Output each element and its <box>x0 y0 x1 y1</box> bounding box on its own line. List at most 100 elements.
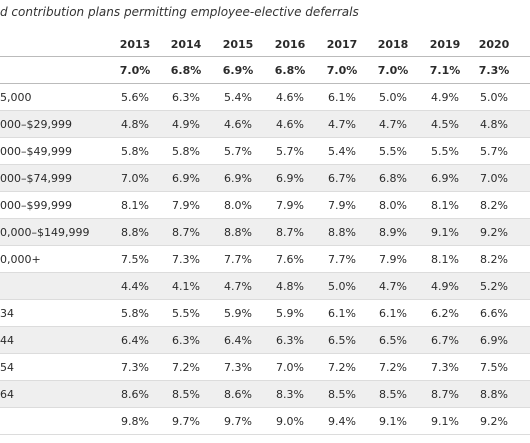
table-row: 000–$49,999 5.8% 5.8% 5.7% 5.7% 5.4% 5.5% 5.5% 5… <box>0 138 530 165</box>
cell: 8.6% <box>224 388 252 401</box>
cell: 7.0% <box>121 172 149 185</box>
cell: 6.3% <box>172 334 200 347</box>
cell: 9.4% <box>328 415 356 428</box>
cell: 7.0% <box>119 64 151 77</box>
cell: 4.9% <box>431 91 459 104</box>
cell: 4.8% <box>276 280 304 293</box>
cell: 6.9% <box>431 172 459 185</box>
cell: 6.4% <box>224 334 252 347</box>
cell: 7.9% <box>172 199 200 212</box>
cell: 5.0% <box>480 91 508 104</box>
cell: 9.2% <box>480 226 508 239</box>
table-row: 000–$29,999 4.8% 4.9% 4.6% 4.6% 4.7% 4.7% 4.5% 4… <box>0 111 530 138</box>
year: 2020 <box>478 38 510 51</box>
cell: 7.0% <box>377 64 409 77</box>
row-label: 64 <box>0 388 14 401</box>
cell: 7.7% <box>224 253 252 266</box>
cell: 8.9% <box>379 226 407 239</box>
cell: 7.3% <box>478 64 510 77</box>
cell: 8.8% <box>328 226 356 239</box>
cell: 8.7% <box>276 226 304 239</box>
cell: 4.7% <box>328 118 356 131</box>
cell: 7.9% <box>276 199 304 212</box>
cell: 5.7% <box>224 145 252 158</box>
year: 2014 <box>170 38 202 51</box>
cell: 8.5% <box>328 388 356 401</box>
year: 2015 <box>222 38 254 51</box>
cell: 6.6% <box>480 307 508 320</box>
table-row: 000–$74,999 7.0% 6.9% 6.9% 6.9% 6.7% 6.8% 6.9% 7… <box>0 165 530 192</box>
cell: 6.1% <box>328 307 356 320</box>
cell: 5.4% <box>224 91 252 104</box>
table-row: 0,000–$149,999 8.8% 8.7% 8.8% 8.7% 8.8% 8.9% 9.… <box>0 219 530 246</box>
cell: 8.8% <box>121 226 149 239</box>
row-label: 44 <box>0 334 14 347</box>
cell: 4.9% <box>172 118 200 131</box>
row-label: 5,000 <box>0 91 32 104</box>
table-row: 4.4% 4.1% 4.7% 4.8% 5.0% 4.7% 4.9% 5.2% <box>0 273 530 300</box>
cell: 5.7% <box>276 145 304 158</box>
cell: 5.0% <box>379 91 407 104</box>
cell: 8.1% <box>121 199 149 212</box>
cell: 4.4% <box>121 280 149 293</box>
table-row: 5,000 5.6% 6.3% 5.4% 4.6% 6.1% 5.0% 4.9% 5.0% <box>0 84 530 111</box>
cell: 5.8% <box>121 307 149 320</box>
row-label: 000–$49,999 <box>0 145 72 158</box>
cell: 5.4% <box>328 145 356 158</box>
cell: 6.9% <box>222 64 254 77</box>
cell: 8.8% <box>480 388 508 401</box>
cell: 6.7% <box>431 334 459 347</box>
cell: 7.6% <box>276 253 304 266</box>
cell: 6.8% <box>170 64 202 77</box>
cell: 8.1% <box>431 199 459 212</box>
cell: 8.7% <box>431 388 459 401</box>
cell: 9.7% <box>172 415 200 428</box>
cell: 8.3% <box>276 388 304 401</box>
cell: 7.1% <box>429 64 461 77</box>
cell: 5.0% <box>328 280 356 293</box>
cell: 7.0% <box>480 172 508 185</box>
cell: 8.2% <box>480 199 508 212</box>
cell: 6.3% <box>172 91 200 104</box>
cell: 5.5% <box>379 145 407 158</box>
cell: 4.8% <box>121 118 149 131</box>
cell: 5.8% <box>121 145 149 158</box>
year: 2017 <box>326 38 358 51</box>
cell: 6.1% <box>328 91 356 104</box>
row-label: 34 <box>0 307 14 320</box>
cell: 7.0% <box>276 361 304 374</box>
cell: 8.5% <box>172 388 200 401</box>
table-row: 9.8% 9.7% 9.7% 9.0% 9.4% 9.1% 9.1% 9.2% <box>0 408 530 435</box>
cell: 6.9% <box>224 172 252 185</box>
cell: 7.5% <box>480 361 508 374</box>
cell: 5.6% <box>121 91 149 104</box>
cell: 7.2% <box>328 361 356 374</box>
cell: 6.5% <box>379 334 407 347</box>
cell: 5.9% <box>276 307 304 320</box>
cell: 6.8% <box>274 64 306 77</box>
cell: 8.7% <box>172 226 200 239</box>
table-row: 64 8.6% 8.5% 8.6% 8.3% 8.5% 8.5% 8.7% 8.8% <box>0 381 530 408</box>
cell: 7.7% <box>328 253 356 266</box>
cell: 5.5% <box>172 307 200 320</box>
cell: 7.3% <box>172 253 200 266</box>
table-row: 54 7.3% 7.2% 7.3% 7.0% 7.2% 7.2% 7.3% 7.5% <box>0 354 530 381</box>
cell: 9.7% <box>224 415 252 428</box>
table-row: 44 6.4% 6.3% 6.4% 6.3% 6.5% 6.5% 6.7% 6.9% <box>0 327 530 354</box>
cell: 4.6% <box>276 91 304 104</box>
row-label: 000–$29,999 <box>0 118 72 131</box>
cell: 5.2% <box>480 280 508 293</box>
cell: 7.9% <box>328 199 356 212</box>
cell: 5.5% <box>431 145 459 158</box>
cell: 9.1% <box>431 415 459 428</box>
table-row: 000–$99,999 8.1% 7.9% 8.0% 7.9% 7.9% 8.0% 8.1% 8… <box>0 192 530 219</box>
cell: 4.8% <box>480 118 508 131</box>
row-label: 000–$99,999 <box>0 199 72 212</box>
cell: 6.8% <box>379 172 407 185</box>
table-row: 34 5.8% 5.5% 5.9% 5.9% 6.1% 6.1% 6.2% 6.6% <box>0 300 530 327</box>
cell: 9.2% <box>480 415 508 428</box>
cell: 6.7% <box>328 172 356 185</box>
year: 2016 <box>274 38 306 51</box>
table-row: 7.0% 6.8% 6.9% 6.8% 7.0% 7.0% 7.1% 7.3% <box>0 57 530 84</box>
